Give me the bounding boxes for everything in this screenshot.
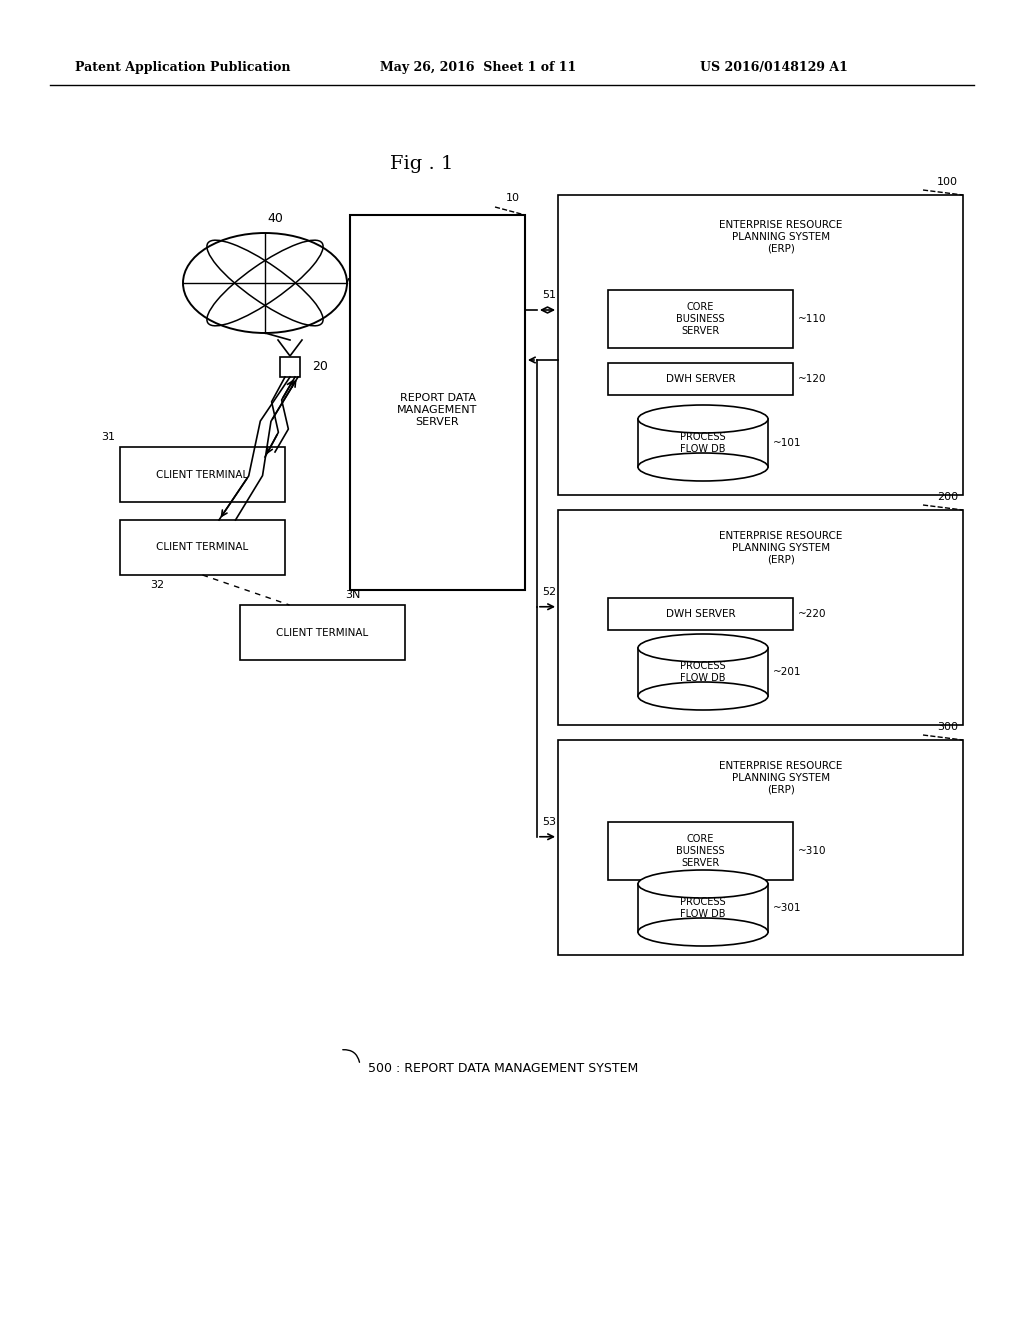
Text: ~220: ~220 <box>798 609 826 619</box>
Bar <box>240 605 406 660</box>
Text: 3N: 3N <box>345 590 360 601</box>
Bar <box>120 447 285 502</box>
Ellipse shape <box>638 917 768 946</box>
Ellipse shape <box>638 682 768 710</box>
Text: CLIENT TERMINAL: CLIENT TERMINAL <box>157 543 249 553</box>
Text: CORE
BUSINESS
SERVER: CORE BUSINESS SERVER <box>676 302 725 335</box>
Bar <box>638 648 768 696</box>
Text: Patent Application Publication: Patent Application Publication <box>75 62 291 74</box>
Text: CLIENT TERMINAL: CLIENT TERMINAL <box>276 627 369 638</box>
Text: 40: 40 <box>267 213 283 224</box>
Text: ENTERPRISE RESOURCE
PLANNING SYSTEM
(ERP): ENTERPRISE RESOURCE PLANNING SYSTEM (ERP… <box>719 220 843 253</box>
Text: Fig . 1: Fig . 1 <box>390 154 454 173</box>
Text: PROCESS
FLOW DB: PROCESS FLOW DB <box>680 661 726 682</box>
Text: 51: 51 <box>542 290 556 300</box>
Text: May 26, 2016  Sheet 1 of 11: May 26, 2016 Sheet 1 of 11 <box>380 62 577 74</box>
Bar <box>280 356 300 378</box>
Text: 53: 53 <box>542 817 556 826</box>
Text: PROCESS
FLOW DB: PROCESS FLOW DB <box>680 898 726 919</box>
Text: 100: 100 <box>937 177 958 187</box>
Text: REPORT DATA
MANAGEMENT
SERVER: REPORT DATA MANAGEMENT SERVER <box>397 393 477 426</box>
Text: 31: 31 <box>101 432 115 442</box>
Bar <box>558 510 963 725</box>
Text: ~201: ~201 <box>773 667 802 677</box>
Text: ENTERPRISE RESOURCE
PLANNING SYSTEM
(ERP): ENTERPRISE RESOURCE PLANNING SYSTEM (ERP… <box>719 532 843 565</box>
Ellipse shape <box>638 634 768 663</box>
Text: 52: 52 <box>542 587 556 597</box>
Ellipse shape <box>638 405 768 433</box>
Bar <box>608 363 793 395</box>
Text: 20: 20 <box>312 360 328 374</box>
Text: ~110: ~110 <box>798 314 826 323</box>
Bar <box>558 195 963 495</box>
Text: ENTERPRISE RESOURCE
PLANNING SYSTEM
(ERP): ENTERPRISE RESOURCE PLANNING SYSTEM (ERP… <box>719 762 843 795</box>
Text: 10: 10 <box>506 193 520 203</box>
Ellipse shape <box>638 453 768 480</box>
Text: 500 : REPORT DATA MANAGEMENT SYSTEM: 500 : REPORT DATA MANAGEMENT SYSTEM <box>368 1061 638 1074</box>
Bar <box>638 418 768 467</box>
Bar <box>558 741 963 954</box>
Text: ~301: ~301 <box>773 903 802 913</box>
Text: ~310: ~310 <box>798 846 826 855</box>
Text: PROCESS
FLOW DB: PROCESS FLOW DB <box>680 432 726 454</box>
Text: DWH SERVER: DWH SERVER <box>666 374 735 384</box>
Bar <box>608 598 793 630</box>
Bar <box>638 884 768 932</box>
Bar <box>608 822 793 880</box>
Polygon shape <box>278 341 302 356</box>
Text: 32: 32 <box>150 579 164 590</box>
Text: CLIENT TERMINAL: CLIENT TERMINAL <box>157 470 249 479</box>
Bar <box>608 290 793 348</box>
Text: 200: 200 <box>937 492 958 502</box>
Text: CORE
BUSINESS
SERVER: CORE BUSINESS SERVER <box>676 834 725 867</box>
Text: ~120: ~120 <box>798 374 826 384</box>
Text: 300: 300 <box>937 722 958 733</box>
Ellipse shape <box>183 234 347 333</box>
Ellipse shape <box>638 870 768 898</box>
Bar <box>120 520 285 576</box>
Bar <box>350 215 525 590</box>
Text: ~101: ~101 <box>773 438 802 447</box>
Text: DWH SERVER: DWH SERVER <box>666 609 735 619</box>
Text: US 2016/0148129 A1: US 2016/0148129 A1 <box>700 62 848 74</box>
